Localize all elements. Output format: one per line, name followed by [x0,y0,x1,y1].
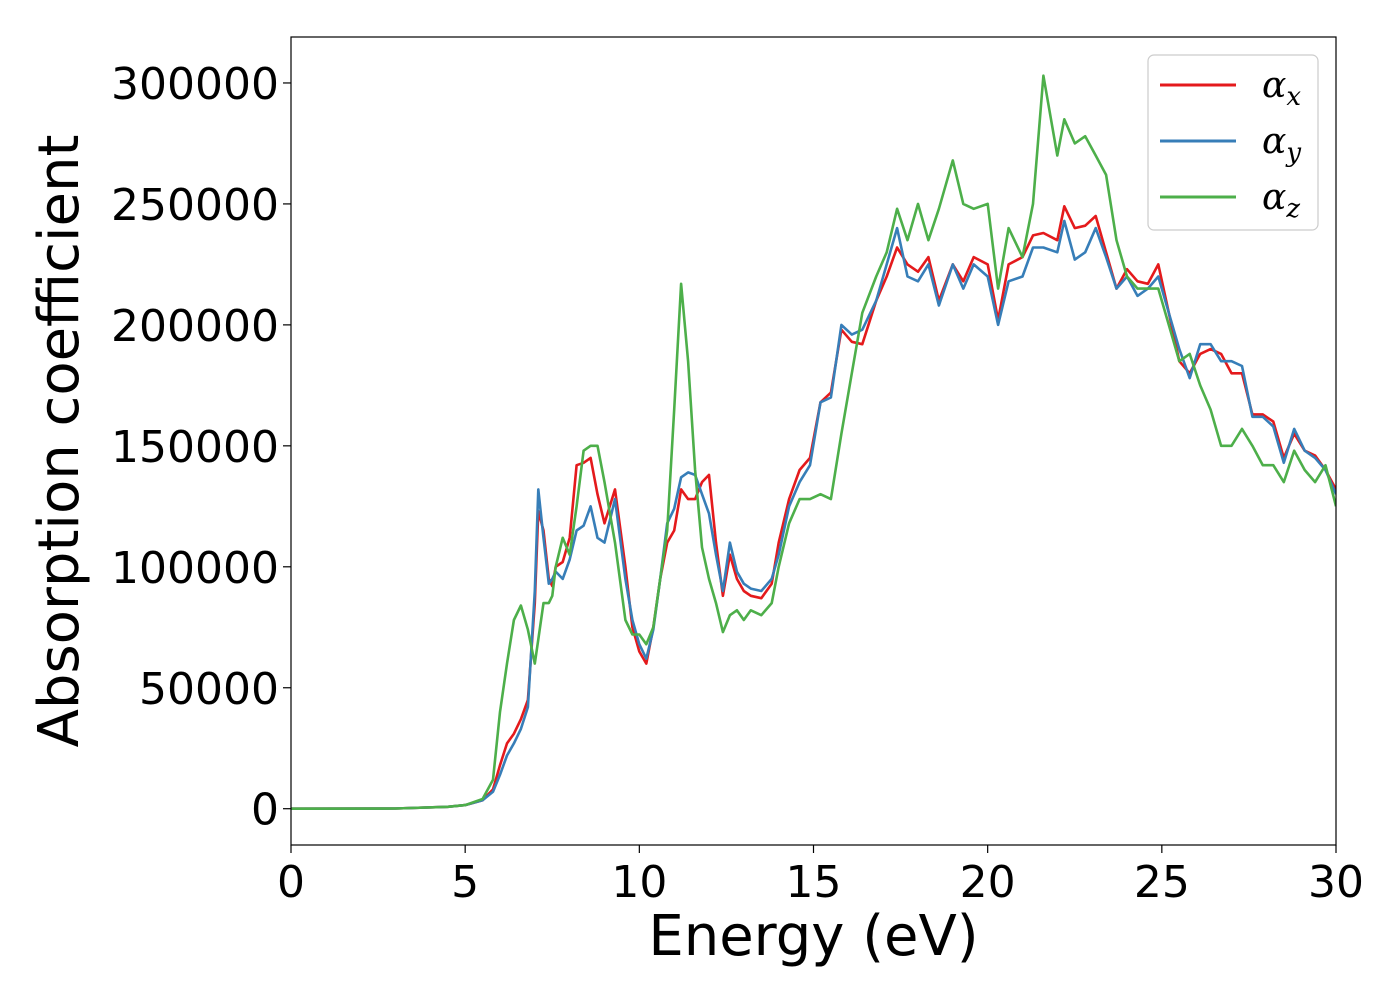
series-line-z [291,74,1336,810]
y-tick-label: 250000 [111,180,279,231]
y-tick-label: 100000 [111,543,279,594]
legend: αx αy αz [1147,54,1319,231]
x-tick-label: 0 [277,857,305,908]
y-tick-label: 150000 [111,422,279,473]
series-line-x [291,205,1336,810]
y-tick-label: 0 [251,785,279,836]
x-tick-label: 20 [960,857,1016,908]
x-tick-label: 5 [451,857,479,908]
x-tick-label: 30 [1308,857,1364,908]
legend-label-z: αz [1262,177,1300,224]
y-axis-label: Absorption coefficient [27,135,92,748]
plot-area [291,74,1336,810]
y-tick-label: 300000 [111,59,279,110]
x-tick-label: 15 [786,857,842,908]
axes: 0 5 10 15 20 25 30 0 50000 100000 150000 200000 2500… [111,36,1364,908]
x-tick-label: 25 [1134,857,1190,908]
x-tick-label: 10 [611,857,667,908]
y-tick-label: 50000 [139,664,279,715]
legend-label-y: αy [1262,121,1301,168]
legend-label-x: αx [1262,65,1301,112]
series-line-y [291,219,1336,810]
y-tick-label: 200000 [111,301,279,352]
x-axis-label: Energy (eV) [648,904,978,969]
